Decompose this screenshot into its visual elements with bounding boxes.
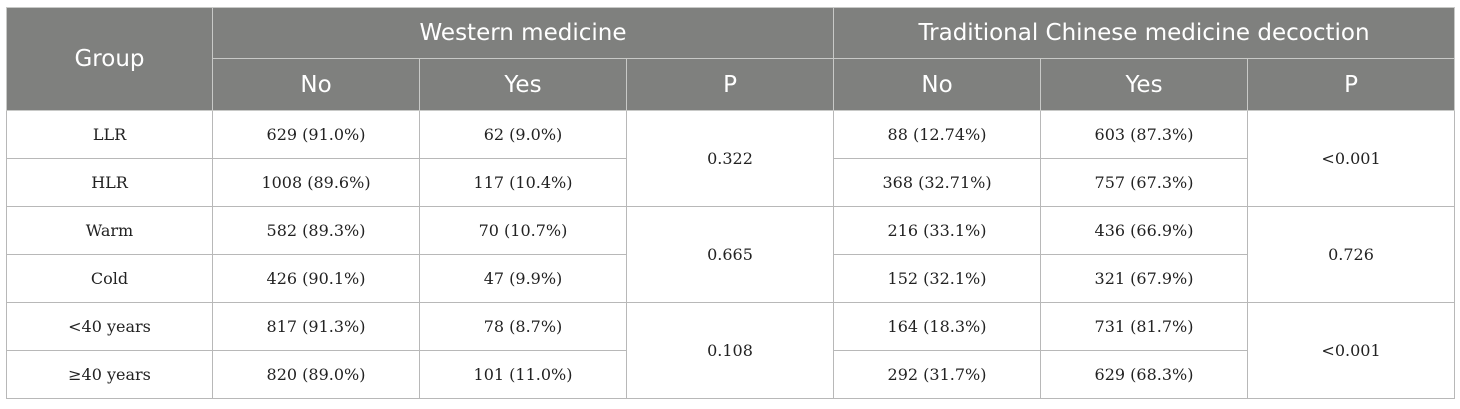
- tcm-yes-header: Yes: [1040, 58, 1249, 111]
- group-cell: Cold: [6, 254, 213, 303]
- table-row: ≥40 years 820 (89.0%) 101 (11.0%) 292 (3…: [6, 350, 1455, 399]
- table-row: Warm 582 (89.3%) 70 (10.7%) 0.665 216 (3…: [6, 206, 1456, 303]
- wm-no-cell: 582 (89.3%): [212, 206, 420, 255]
- wm-yes-header: Yes: [419, 58, 627, 111]
- table-row: HLR 1008 (89.6%) 117 (10.4%) 368 (32.71%…: [6, 158, 1455, 207]
- tcm-p-cell: <0.001: [1247, 110, 1456, 207]
- wm-no-cell: 1008 (89.6%): [212, 158, 420, 207]
- data-table: Group Western medicine Traditional Chine…: [6, 7, 1456, 399]
- wm-p-header: P: [625, 58, 835, 111]
- tcm-no-header: No: [833, 58, 1042, 111]
- tcm-yes-cell: 603 (87.3%): [1040, 110, 1249, 159]
- wm-yes-cell: 101 (11.0%): [419, 350, 627, 399]
- tcm-p-header: P: [1247, 58, 1456, 111]
- group-cell: Warm: [6, 206, 213, 255]
- wm-p-cell: 0.665: [625, 206, 835, 303]
- wm-no-header: No: [212, 58, 420, 111]
- tcm-no-cell: 368 (32.71%): [833, 158, 1042, 207]
- wm-p-cell: 0.108: [625, 302, 835, 399]
- wm-yes-cell: 70 (10.7%): [419, 206, 627, 255]
- tcm-no-cell: 292 (31.7%): [833, 350, 1042, 399]
- tcm-yes-cell: 436 (66.9%): [1040, 206, 1249, 255]
- wm-p-cell: 0.322: [625, 110, 835, 207]
- tcm-p-cell: <0.001: [1247, 302, 1456, 399]
- table-row: LLR 629 (91.0%) 62 (9.0%) 0.322 88 (12.7…: [6, 110, 1456, 207]
- table-row: Cold 426 (90.1%) 47 (9.9%) 152 (32.1%) 3…: [6, 254, 1455, 303]
- tcm-p-cell: 0.726: [1247, 206, 1456, 303]
- tcm-no-cell: 88 (12.74%): [833, 110, 1042, 159]
- group-cell: ≥40 years: [6, 350, 213, 399]
- tcm-yes-cell: 629 (68.3%): [1040, 350, 1249, 399]
- tcm-decoction-header: Traditional Chinese medicine decoction: [833, 7, 1456, 59]
- tcm-yes-cell: 757 (67.3%): [1040, 158, 1249, 207]
- wm-yes-cell: 47 (9.9%): [419, 254, 627, 303]
- tcm-yes-cell: 731 (81.7%): [1040, 302, 1249, 351]
- table-header: Group Western medicine Traditional Chine…: [6, 7, 1456, 111]
- wm-yes-cell: 62 (9.0%): [419, 110, 627, 159]
- tcm-no-cell: 216 (33.1%): [833, 206, 1042, 255]
- group-cell: HLR: [6, 158, 213, 207]
- group-cell: LLR: [6, 110, 213, 159]
- wm-yes-cell: 78 (8.7%): [419, 302, 627, 351]
- wm-no-cell: 820 (89.0%): [212, 350, 420, 399]
- tcm-no-cell: 164 (18.3%): [833, 302, 1042, 351]
- wm-no-cell: 629 (91.0%): [212, 110, 420, 159]
- wm-no-cell: 817 (91.3%): [212, 302, 420, 351]
- table-row: <40 years 817 (91.3%) 78 (8.7%) 0.108 16…: [6, 302, 1456, 399]
- table-body: LLR 629 (91.0%) 62 (9.0%) 0.322 88 (12.7…: [6, 110, 1456, 399]
- western-medicine-header: Western medicine: [211, 7, 835, 59]
- tcm-yes-cell: 321 (67.9%): [1040, 254, 1249, 303]
- group-cell: <40 years: [6, 302, 213, 351]
- wm-no-cell: 426 (90.1%): [212, 254, 420, 303]
- wm-yes-cell: 117 (10.4%): [419, 158, 627, 207]
- tcm-no-cell: 152 (32.1%): [833, 254, 1042, 303]
- group-column-header: Group: [6, 7, 213, 111]
